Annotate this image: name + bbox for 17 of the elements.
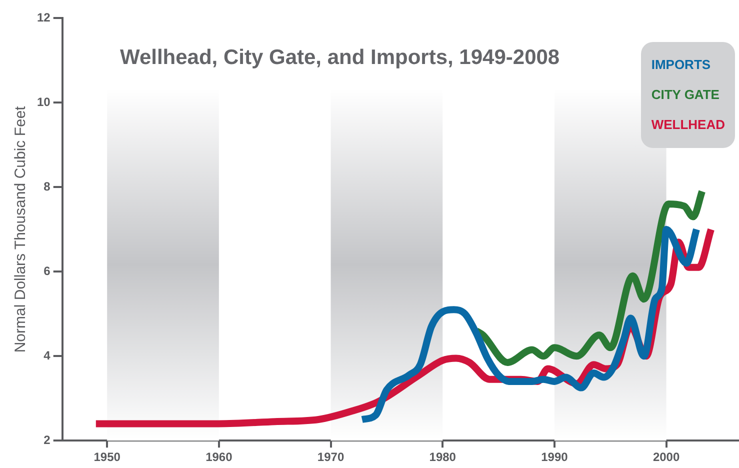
x-tick-label: 2000 [652, 450, 680, 464]
x-tick-label: 1970 [317, 450, 344, 464]
y-tick-label: 4 [44, 348, 51, 362]
x-tick-label: 1990 [541, 450, 568, 464]
y-tick-label: 8 [44, 179, 51, 194]
text: CITY GATE [651, 86, 720, 104]
y-tick-label: 10 [36, 94, 51, 109]
y-axis-title: Normal Dollars Thousand Cubic Feet [12, 105, 30, 353]
x-tick-label: 1980 [429, 450, 456, 464]
text: WELLHEAD [651, 116, 725, 134]
text: IMPORTS [651, 56, 712, 74]
text: Wellhead, City Gate, and Imports, 1949-2008 [120, 46, 560, 70]
x-tick-label: 1960 [206, 450, 233, 464]
y-tick-label: 6 [44, 264, 51, 278]
y-tick-label: 2 [44, 432, 51, 447]
y-tick-label: 12 [36, 10, 51, 25]
x-tick-label: 1950 [94, 450, 121, 464]
